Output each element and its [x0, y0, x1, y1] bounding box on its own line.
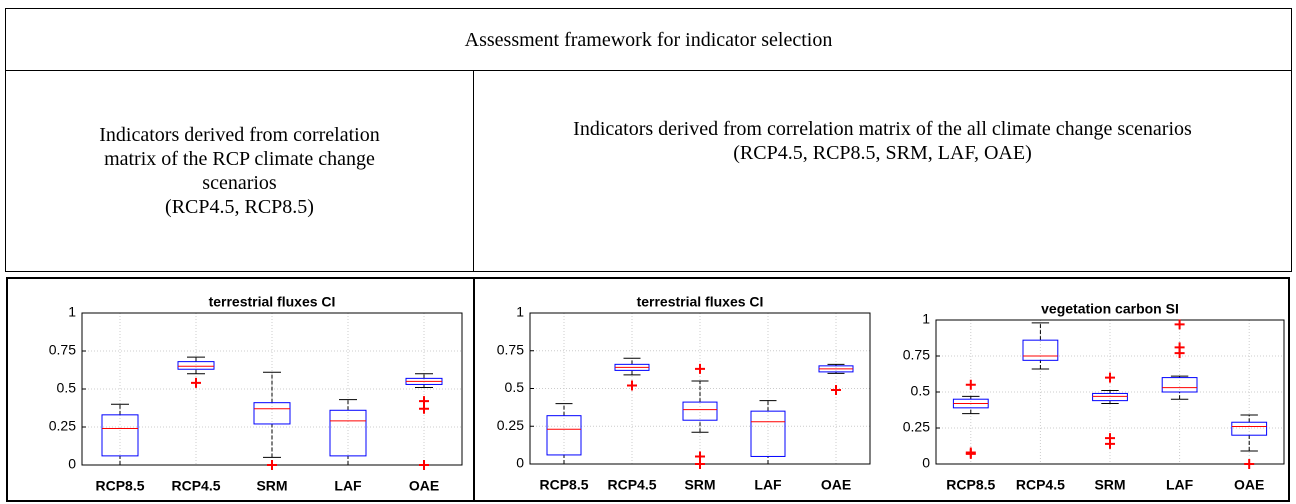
x-tick-label: RCP8.5: [946, 477, 995, 493]
box: [1092, 392, 1128, 402]
box: [329, 409, 367, 457]
table-title: Assessment framework for indicator selec…: [464, 28, 833, 51]
box: [546, 415, 582, 456]
left-cell: Indicators derived from correlation matr…: [5, 70, 474, 272]
x-tick-label: LAF: [334, 478, 362, 494]
outlier: [965, 448, 976, 459]
box: [682, 401, 718, 421]
y-tick-label: 0: [68, 456, 76, 472]
box: [750, 410, 786, 457]
y-tick-label: 0.25: [49, 418, 76, 434]
y-tick-label: 1: [922, 311, 930, 327]
x-tick-label: LAF: [754, 477, 782, 493]
outlier: [695, 459, 705, 469]
y-tick-label: 0.25: [903, 419, 930, 435]
x-tick-label: RCP8.5: [539, 477, 588, 493]
outlier: [965, 379, 976, 390]
box: [1231, 421, 1268, 436]
x-tick-label: OAE: [1234, 477, 1264, 493]
y-tick-label: 0.75: [49, 342, 76, 358]
y-tick-label: 0.75: [903, 347, 930, 363]
y-tick-label: 0.25: [497, 417, 524, 433]
y-tick-label: 0.5: [57, 380, 77, 396]
y-tick-label: 0.75: [497, 341, 524, 357]
outlier: [1174, 319, 1185, 330]
box: [177, 361, 215, 370]
chart-title: terrestrial fluxes CI: [637, 294, 764, 310]
x-tick-label: RCP4.5: [607, 477, 656, 493]
chart-title: vegetation carbon SI: [1041, 301, 1179, 317]
x-tick-label: RCP4.5: [171, 478, 220, 494]
outlier: [267, 460, 277, 470]
outlier: [419, 460, 429, 470]
column-scenarios: (RCP4.5, RCP8.5): [165, 196, 314, 218]
x-tick-label: OAE: [821, 477, 851, 493]
x-tick-label: SRM: [1094, 477, 1125, 493]
chart-title: terrestrial fluxes CI: [209, 294, 336, 310]
outlier: [1174, 348, 1185, 359]
x-tick-label: RCP8.5: [95, 478, 144, 494]
outlier: [1105, 372, 1115, 383]
box: [1161, 377, 1198, 393]
outlier: [191, 377, 201, 388]
box: [1022, 339, 1059, 361]
column-text: Indicators derived from correlation matr…: [573, 118, 1192, 140]
column-text: Indicators derived from correlation matr…: [99, 124, 380, 194]
outlier: [419, 403, 429, 414]
x-tick-label: OAE: [409, 478, 439, 494]
column-scenarios: (RCP4.5, RCP8.5, SRM, LAF, OAE): [733, 142, 1032, 164]
y-tick-label: 1: [516, 304, 524, 320]
x-tick-label: SRM: [256, 478, 287, 494]
outlier: [1244, 459, 1255, 469]
box: [101, 414, 139, 457]
outlier: [831, 385, 841, 396]
outlier: [1105, 438, 1115, 449]
right-cell: Indicators derived from correlation matr…: [473, 70, 1292, 272]
x-tick-label: RCP4.5: [1016, 477, 1065, 493]
x-tick-label: SRM: [684, 477, 715, 493]
outlier: [695, 363, 705, 374]
x-tick-label: LAF: [1166, 477, 1194, 493]
plot-frame: [935, 319, 1285, 465]
charts-frame: [6, 277, 1290, 502]
y-tick-label: 0: [922, 455, 930, 471]
box: [253, 402, 291, 425]
y-tick-label: 1: [68, 304, 76, 320]
y-tick-label: 0.5: [505, 379, 525, 395]
outlier: [627, 380, 637, 391]
y-tick-label: 0.5: [911, 383, 931, 399]
y-tick-label: 0: [516, 455, 524, 471]
